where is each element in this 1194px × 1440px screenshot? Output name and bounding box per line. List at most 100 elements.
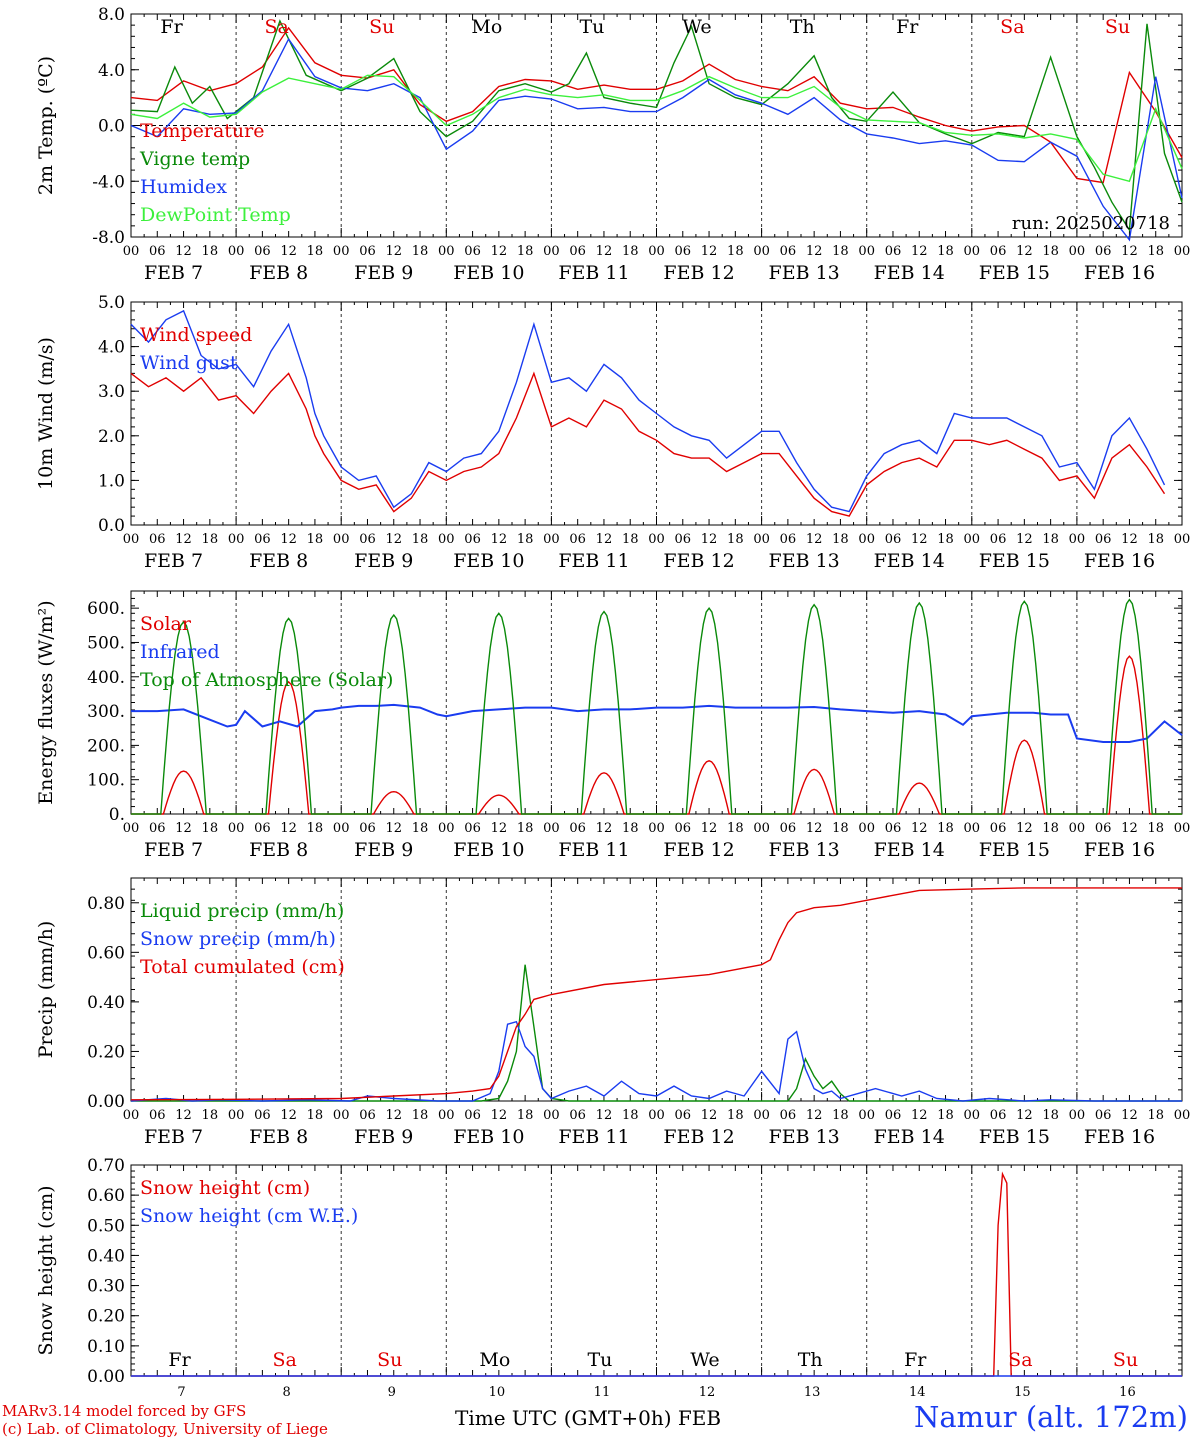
hour-tick-label: 18 (517, 1108, 534, 1123)
weekday-label: Su (1113, 1349, 1138, 1371)
hour-tick-label: 18 (412, 532, 429, 547)
date-label: FEB 9 (354, 262, 413, 284)
hour-tick-label: 12 (491, 821, 508, 836)
weekday-label: Su (377, 1349, 402, 1371)
date-label: FEB 16 (1084, 839, 1155, 861)
x-axis-label: Time UTC (GMT+0h) (455, 1406, 672, 1430)
weekday-label: Fr (904, 1349, 927, 1371)
series-line-wind-gust (130, 309, 1166, 513)
y-axis-label: Energy fluxes (W/m²) (35, 600, 57, 804)
legend-vigne-temp: Vigne temp (139, 148, 250, 170)
y-axis-label: 2m Temp. (ºC) (35, 56, 57, 195)
hour-tick-label: 06 (675, 244, 692, 259)
hour-tick-label: 00 (1069, 532, 1086, 547)
hour-tick-label: 00 (228, 244, 245, 259)
hour-tick-label: 00 (964, 1108, 981, 1123)
hour-tick-label: 18 (832, 244, 849, 259)
date-label: FEB 11 (558, 550, 629, 572)
hour-tick-label: 06 (359, 532, 376, 547)
hour-tick-label: 12 (596, 821, 613, 836)
date-label: FEB 7 (144, 262, 203, 284)
y-tick-label: 0.40 (87, 1246, 125, 1266)
hour-tick-label: 12 (1121, 1108, 1138, 1123)
hour-tick-label: 12 (596, 1108, 613, 1123)
hour-tick-label: 12 (385, 821, 402, 836)
hour-tick-label: 12 (596, 244, 613, 259)
hour-tick-label: 00 (648, 1108, 665, 1123)
hour-tick-label: 18 (307, 532, 324, 547)
date-label: FEB 14 (874, 262, 945, 284)
hour-tick-label: 00 (648, 244, 665, 259)
lab-credit: (c) Lab. of Climatology, University of L… (2, 1420, 328, 1438)
hour-tick-label: 12 (701, 244, 718, 259)
hour-tick-label: 12 (806, 244, 823, 259)
day-number-label: 7 (177, 1385, 185, 1400)
hour-tick-label: 06 (569, 821, 586, 836)
hour-tick-label: 00 (228, 1108, 245, 1123)
panel-temperature: -8.0 -4.0 0.0 4.0 8.0 2m Temp. (ºC) Temperatur… (35, 5, 1190, 284)
plot-frame (130, 590, 1183, 815)
hour-tick-label: 12 (596, 532, 613, 547)
x-axis-month: FEB (677, 1406, 722, 1430)
hour-tick-label: 00 (1069, 1108, 1086, 1123)
hour-tick-label: 00 (753, 244, 770, 259)
hour-tick-label: 18 (412, 821, 429, 836)
legend-snow-height-cm-w-e-: Snow height (cm W.E.) (140, 1205, 358, 1227)
y-tick-label: 0.0 (98, 117, 125, 137)
y-tick-label: 0.0 (98, 516, 125, 536)
legend-top-of-atmosphere-solar-: Top of Atmosphere (Solar) (140, 669, 393, 691)
legend-dewpoint-temp: DewPoint Temp (140, 204, 291, 226)
hour-tick-label: 00 (438, 244, 455, 259)
y-tick-label: -4.0 (92, 172, 125, 192)
hour-tick-label: 06 (464, 244, 481, 259)
date-label: FEB 13 (769, 262, 840, 284)
y-tick-label: 0. (109, 805, 125, 825)
weekday-label: Th (798, 1349, 823, 1371)
hour-tick-label: 06 (885, 821, 902, 836)
legend-snow-precip-mm-h-: Snow precip (mm/h) (140, 928, 336, 950)
day-number-label: 11 (594, 1385, 611, 1400)
hour-tick-label: 12 (280, 244, 297, 259)
hour-tick-label: 12 (175, 532, 192, 547)
hour-tick-label: 18 (727, 532, 744, 547)
hour-tick-label: 18 (937, 1108, 954, 1123)
hour-tick-label: 12 (491, 244, 508, 259)
hour-tick-label: 06 (254, 244, 271, 259)
hour-tick-label: 12 (1016, 532, 1033, 547)
hour-tick-label: 12 (1016, 1108, 1033, 1123)
legend-infrared: Infrared (140, 641, 220, 663)
y-tick-label: 200. (87, 736, 125, 756)
hour-tick-label: 00 (1069, 821, 1086, 836)
hour-tick-label: 18 (1147, 821, 1164, 836)
day-number-label: 15 (1014, 1385, 1031, 1400)
hour-tick-label: 12 (491, 532, 508, 547)
hour-tick-label: 12 (491, 1108, 508, 1123)
day-number-label: 14 (909, 1385, 926, 1400)
hour-tick-label: 12 (911, 532, 928, 547)
date-label: FEB 9 (354, 1126, 413, 1148)
hour-tick-label: 12 (701, 532, 718, 547)
hour-tick-label: 06 (149, 821, 166, 836)
hour-tick-label: 06 (569, 244, 586, 259)
date-label: FEB 10 (453, 550, 524, 572)
hour-tick-label: 06 (1095, 532, 1112, 547)
day-number-label: 13 (804, 1385, 821, 1400)
date-label: FEB 9 (354, 839, 413, 861)
hour-tick-label: 00 (964, 532, 981, 547)
y-tick-label: 0.70 (87, 1156, 125, 1176)
hour-tick-label: 00 (1174, 532, 1191, 547)
hour-tick-label: 00 (123, 821, 140, 836)
weekday-label: Fr (160, 16, 183, 38)
hour-tick-label: 06 (780, 244, 797, 259)
hour-tick-label: 00 (543, 821, 560, 836)
hour-tick-label: 06 (780, 532, 797, 547)
hour-tick-label: 00 (228, 821, 245, 836)
hour-tick-label: 06 (990, 1108, 1007, 1123)
hour-tick-label: 18 (937, 532, 954, 547)
legend-wind-gust: Wind gust (140, 352, 238, 374)
hour-tick-label: 06 (149, 532, 166, 547)
panel-snow: 0.00 0.10 0.20 0.30 0.40 0.50 0.60 0.70 Snow hei… (35, 1156, 1183, 1400)
hour-tick-label: 06 (149, 244, 166, 259)
hour-tick-label: 06 (359, 244, 376, 259)
hour-tick-label: 00 (858, 244, 875, 259)
